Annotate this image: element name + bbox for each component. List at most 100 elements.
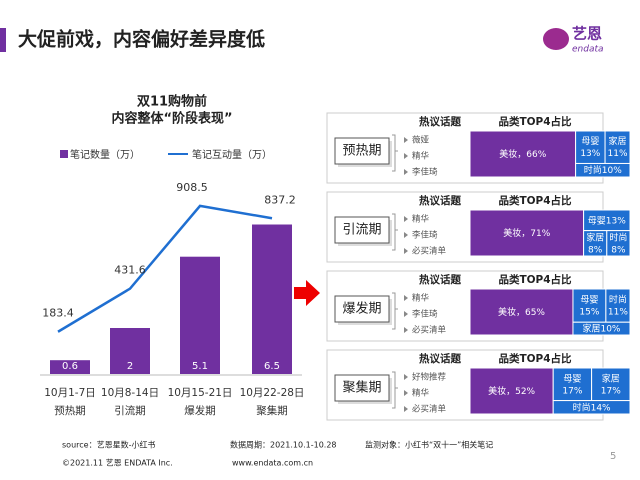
share-block — [469, 288, 574, 336]
line-label: 431.6 — [114, 264, 146, 277]
slide-title: 大促前戏，内容偏好差异度低 — [18, 28, 265, 51]
share-label: 时尚 8% — [609, 231, 627, 255]
share-value: ，71% — [521, 229, 550, 239]
topics-header: 热议话题 — [419, 352, 461, 365]
share-header: 品类TOP4占比 — [498, 273, 572, 286]
share-name: 时尚 — [609, 293, 627, 305]
share-label: 美妆，65% — [498, 306, 545, 318]
share-name: 母婴 — [588, 215, 606, 226]
share-name: 时尚 — [609, 231, 627, 243]
share-name: 家居 — [609, 135, 627, 147]
share-label: 家居 17% — [601, 372, 621, 396]
arrow — [294, 280, 320, 306]
share-value: 17% — [562, 386, 582, 396]
line-label: 183.4 — [42, 307, 74, 320]
bullet — [404, 295, 408, 301]
share-name: 美妆 — [499, 148, 517, 160]
topic: 精华 — [412, 214, 430, 225]
share-value: 8% — [611, 245, 626, 255]
bar-label: 0.6 — [62, 361, 78, 372]
bullet — [404, 390, 408, 396]
share-value: 8% — [588, 245, 603, 255]
bar — [50, 360, 90, 374]
legend-label: 笔记互动量（万） — [192, 148, 272, 161]
share-name: 美妆 — [498, 306, 516, 318]
footer-copyright: ©2021.11 艺恩 ENDATA Inc. — [62, 459, 173, 468]
footer-source: source：艺恩星数-小红书 — [62, 440, 155, 450]
topic: 必买清单 — [412, 325, 447, 336]
share-label: 时尚 11% — [608, 293, 628, 317]
share-block — [604, 130, 631, 164]
x-tick-label: 10月15-21日 — [168, 387, 233, 399]
share-name: 时尚 — [573, 401, 591, 413]
share-block — [575, 130, 606, 164]
page-number: 5 — [610, 451, 616, 462]
share-block — [572, 321, 631, 336]
stage-box — [334, 137, 390, 165]
line-label: 837.2 — [264, 193, 296, 206]
share-name: 母婴 — [563, 373, 581, 384]
x-tick-label: 10月22-28日 — [240, 387, 305, 399]
bullet — [404, 137, 408, 143]
line — [57, 204, 273, 333]
stage-box — [334, 216, 390, 244]
share-name: 家居 — [582, 322, 600, 334]
share-label: 家居10% — [582, 322, 620, 334]
chart-subtitle: 内容整体“阶段表现” — [111, 111, 232, 127]
topics-header: 热议话题 — [419, 273, 461, 286]
topic: 李佳琦 — [412, 167, 438, 178]
bar-label: 2 — [127, 361, 133, 372]
share-value: 11% — [608, 307, 628, 317]
chart-title: 双11购物前 — [137, 94, 207, 110]
share-value: ，52% — [506, 387, 535, 397]
share-label: 美妆，71% — [503, 227, 550, 239]
share-block — [575, 162, 631, 178]
share-name: 美妆 — [488, 385, 506, 397]
topics-header: 热议话题 — [419, 115, 461, 128]
share-label: 美妆，52% — [488, 385, 535, 397]
share-block — [469, 367, 554, 415]
share-name: 美妆 — [503, 227, 521, 239]
legend-swatch — [60, 150, 68, 158]
share-label: 母婴13% — [588, 215, 626, 226]
bullet — [404, 248, 408, 254]
x-tick-sublabel: 爆发期 — [184, 404, 216, 417]
share-block — [606, 230, 631, 257]
stage-label: 预热期 — [342, 144, 381, 159]
topic: 必买清单 — [412, 404, 447, 415]
topic: 必买清单 — [412, 246, 447, 257]
share-value: 15% — [579, 307, 599, 317]
share-header: 品类TOP4占比 — [498, 115, 572, 128]
logo-icon — [543, 28, 569, 50]
legend-label: 笔记数量（万） — [70, 148, 140, 161]
topic: 李佳琦 — [412, 230, 438, 241]
share-label: 家居 11% — [608, 135, 628, 159]
share-label: 时尚10% — [584, 164, 622, 176]
stage-label: 聚集期 — [342, 380, 381, 396]
x-tick-sublabel: 聚集期 — [256, 404, 288, 417]
topic: 精华 — [412, 293, 430, 304]
share-value: 10% — [602, 166, 622, 176]
bullet — [404, 311, 408, 317]
bullet — [404, 406, 408, 412]
topic: 精华 — [412, 151, 430, 162]
share-name: 母婴 — [580, 294, 598, 305]
share-value: 14% — [591, 403, 611, 413]
share-block — [469, 130, 577, 178]
bar — [180, 256, 220, 374]
x-tick-sublabel: 引流期 — [114, 404, 146, 417]
bracket — [392, 134, 398, 172]
share-block — [605, 288, 631, 323]
share-header: 品类TOP4占比 — [498, 352, 572, 365]
share-name: 家居 — [586, 231, 604, 243]
bullet — [404, 232, 408, 238]
topics-header: 热议话题 — [419, 194, 461, 207]
stage-label: 爆发期 — [342, 301, 381, 317]
footer-site: www.endata.com.cn — [232, 459, 313, 468]
x-tick-sublabel: 预热期 — [54, 404, 86, 417]
topic: 好物推荐 — [412, 372, 447, 383]
share-value: 13% — [606, 216, 626, 226]
bullet — [404, 327, 408, 333]
share-label: 母婴 15% — [579, 294, 599, 317]
